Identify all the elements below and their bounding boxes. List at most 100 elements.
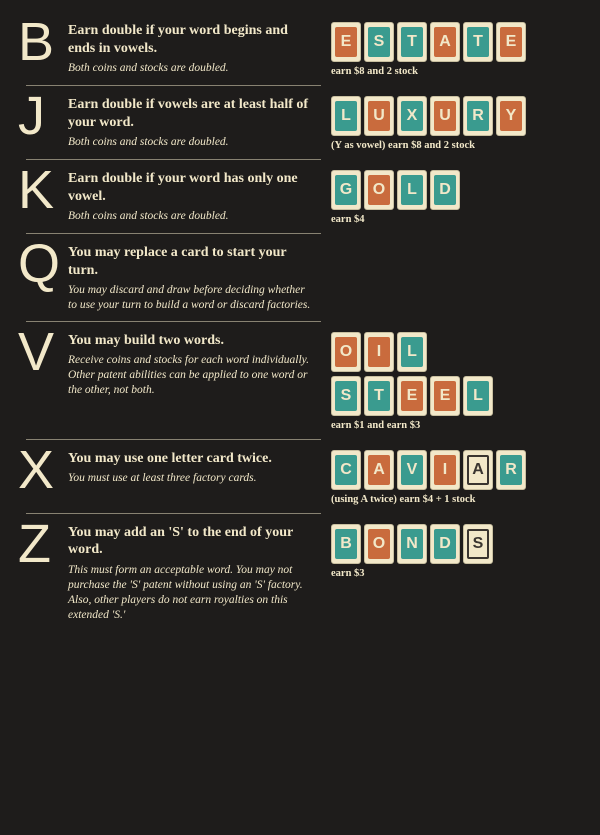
tile-inner: E: [401, 381, 423, 411]
example-caption: (Y as vowel) earn $8 and 2 stock: [331, 140, 582, 151]
rule-subtext: Both coins and stocks are doubled.: [68, 209, 313, 224]
rule-description: You may add an 'S' to the end of your wo…: [68, 522, 313, 623]
tile-inner: L: [401, 175, 423, 205]
letter-tile: R: [463, 96, 493, 136]
tile-row: ESTATE: [331, 22, 582, 62]
tile-inner: O: [368, 529, 390, 559]
tile-inner: A: [434, 27, 456, 57]
example-tiles: OILSTEELearn $1 and earn $3: [321, 330, 582, 431]
rule-letter: B: [18, 20, 60, 66]
tile-inner: D: [434, 529, 456, 559]
letter-tile: L: [397, 170, 427, 210]
rule-subtext: Both coins and stocks are doubled.: [68, 135, 313, 150]
tile-inner: L: [467, 381, 489, 411]
divider: [26, 513, 321, 514]
tile-inner: S: [368, 27, 390, 57]
rule-subtext: Receive coins and stocks for each word i…: [68, 353, 313, 398]
rule-title: You may build two words.: [68, 332, 313, 350]
example-tiles: ESTATEearn $8 and 2 stock: [321, 20, 582, 77]
letter-tile: T: [397, 22, 427, 62]
example-caption: earn $1 and earn $3: [331, 420, 582, 431]
tile-inner: L: [335, 101, 357, 131]
rule-subtext: Both coins and stocks are doubled.: [68, 61, 313, 76]
rule-entry: JEarn double if vowels are at least half…: [18, 86, 582, 159]
tile-row: STEEL: [331, 376, 582, 416]
tile-inner: R: [467, 101, 489, 131]
letter-tile: E: [331, 22, 361, 62]
letter-tile: D: [430, 170, 460, 210]
divider: [26, 439, 321, 440]
rule-entry: ZYou may add an 'S' to the end of your w…: [18, 514, 582, 631]
rules-list: BEarn double if your word begins and end…: [18, 12, 582, 631]
tile-inner: S: [467, 529, 489, 559]
letter-tile: L: [331, 96, 361, 136]
example-caption: (using A twice) earn $4 + 1 stock: [331, 494, 582, 505]
tile-inner: E: [335, 27, 357, 57]
letter-tile: G: [331, 170, 361, 210]
letter-tile: S: [331, 376, 361, 416]
letter-tile: Y: [496, 96, 526, 136]
tile-row: BONDS: [331, 524, 582, 564]
tile-inner: T: [368, 381, 390, 411]
rule-description: Earn double if your word begins and ends…: [68, 20, 313, 76]
rule-letter: Z: [18, 522, 60, 568]
tile-inner: Y: [500, 101, 522, 131]
letter-tile: A: [364, 450, 394, 490]
rule-title: Earn double if vowels are at least half …: [68, 96, 313, 131]
letter-tile: U: [430, 96, 460, 136]
rule-entry: VYou may build two words.Receive coins a…: [18, 322, 582, 439]
rule-title: You may use one letter card twice.: [68, 450, 313, 468]
tile-inner: O: [335, 337, 357, 367]
tile-inner: L: [401, 337, 423, 367]
example-tiles: CAVIAR (using A twice) earn $4 + 1 stock: [321, 448, 582, 505]
tile-row: OIL: [331, 332, 582, 372]
rule-description: You may replace a card to start your tur…: [68, 242, 313, 313]
letter-tile: L: [463, 376, 493, 416]
letter-tile: A: [430, 22, 460, 62]
tile-row: LUXURY: [331, 96, 582, 136]
example-tiles: GOLDearn $4: [321, 168, 582, 225]
letter-tile: O: [331, 332, 361, 372]
letter-tile: X: [397, 96, 427, 136]
letter-tile: E: [430, 376, 460, 416]
example-caption: earn $8 and 2 stock: [331, 66, 582, 77]
rule-letter: Q: [18, 242, 60, 288]
rule-title: Earn double if your word begins and ends…: [68, 22, 313, 57]
letter-tile: I: [364, 332, 394, 372]
letter-tile: S: [463, 524, 493, 564]
letter-tile: O: [364, 524, 394, 564]
rule-entry: BEarn double if your word begins and end…: [18, 12, 582, 85]
tile-inner: U: [434, 101, 456, 131]
divider: [26, 233, 321, 234]
tile-inner: C: [335, 455, 357, 485]
rule-entry: QYou may replace a card to start your tu…: [18, 234, 582, 321]
tile-inner: T: [467, 27, 489, 57]
letter-tile: D: [430, 524, 460, 564]
tile-inner: A: [368, 455, 390, 485]
tile-inner: V: [401, 455, 423, 485]
divider: [26, 321, 321, 322]
tile-inner: A: [467, 455, 489, 485]
tile-inner: N: [401, 529, 423, 559]
divider: [26, 159, 321, 160]
tile-inner: S: [335, 381, 357, 411]
tile-inner: B: [335, 529, 357, 559]
divider: [26, 85, 321, 86]
letter-tile: T: [463, 22, 493, 62]
tile-row: CAVIAR: [331, 450, 582, 490]
rule-entry: XYou may use one letter card twice.You m…: [18, 440, 582, 513]
example-tiles: LUXURY(Y as vowel) earn $8 and 2 stock: [321, 94, 582, 151]
rule-title: You may replace a card to start your tur…: [68, 244, 313, 279]
rule-letter: X: [18, 448, 60, 494]
tile-row: GOLD: [331, 170, 582, 210]
letter-tile: S: [364, 22, 394, 62]
rule-entry: KEarn double if your word has only one v…: [18, 160, 582, 233]
letter-tile: O: [364, 170, 394, 210]
letter-tile: E: [397, 376, 427, 416]
example-tiles: BONDSearn $3: [321, 522, 582, 579]
tile-inner: I: [434, 455, 456, 485]
example-caption: earn $3: [331, 568, 582, 579]
letter-tile: A: [463, 450, 493, 490]
letter-tile: I: [430, 450, 460, 490]
letter-tile: C: [331, 450, 361, 490]
